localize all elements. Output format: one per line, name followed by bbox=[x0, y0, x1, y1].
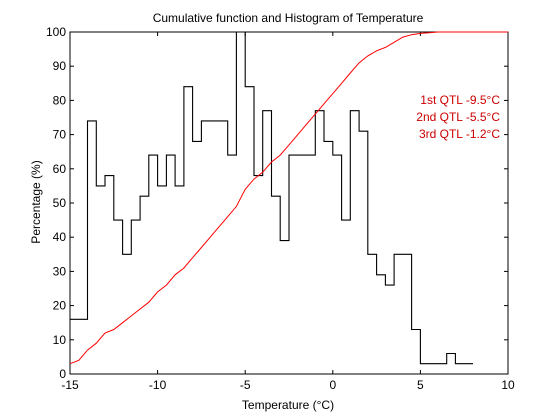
y-tick-label: 90 bbox=[53, 59, 67, 73]
x-tick-label: -10 bbox=[149, 378, 167, 392]
chart-title: Cumulative function and Histogram of Tem… bbox=[153, 11, 424, 25]
x-tick-label: -15 bbox=[61, 378, 79, 392]
x-tick-label: 0 bbox=[329, 378, 336, 392]
y-tick-label: 80 bbox=[53, 93, 67, 107]
x-tick-label: 10 bbox=[501, 378, 515, 392]
x-tick-label: -5 bbox=[240, 378, 251, 392]
y-tick-label: 30 bbox=[53, 264, 67, 278]
y-tick-label: 40 bbox=[53, 230, 67, 244]
y-axis-label: Percentage (%) bbox=[29, 160, 43, 243]
quantile-annotation: 1st QTL -9.5°C bbox=[420, 93, 500, 107]
y-tick-label: 50 bbox=[53, 196, 67, 210]
quantile-annotation: 3rd QTL -1.2°C bbox=[419, 127, 500, 141]
x-tick-label: 5 bbox=[417, 378, 424, 392]
cumulative-series bbox=[69, 31, 508, 365]
y-tick-label: 10 bbox=[53, 333, 67, 347]
x-axis-label: Temperature (°C) bbox=[242, 398, 334, 412]
y-tick-label: 100 bbox=[46, 25, 66, 39]
y-tick-label: 20 bbox=[53, 299, 67, 313]
histogram-series bbox=[70, 31, 473, 365]
y-tick-label: 70 bbox=[53, 128, 67, 142]
y-tick-label: 0 bbox=[59, 367, 66, 381]
y-tick-label: 60 bbox=[53, 162, 67, 176]
quantile-annotation: 2nd QTL -5.5°C bbox=[416, 110, 500, 124]
